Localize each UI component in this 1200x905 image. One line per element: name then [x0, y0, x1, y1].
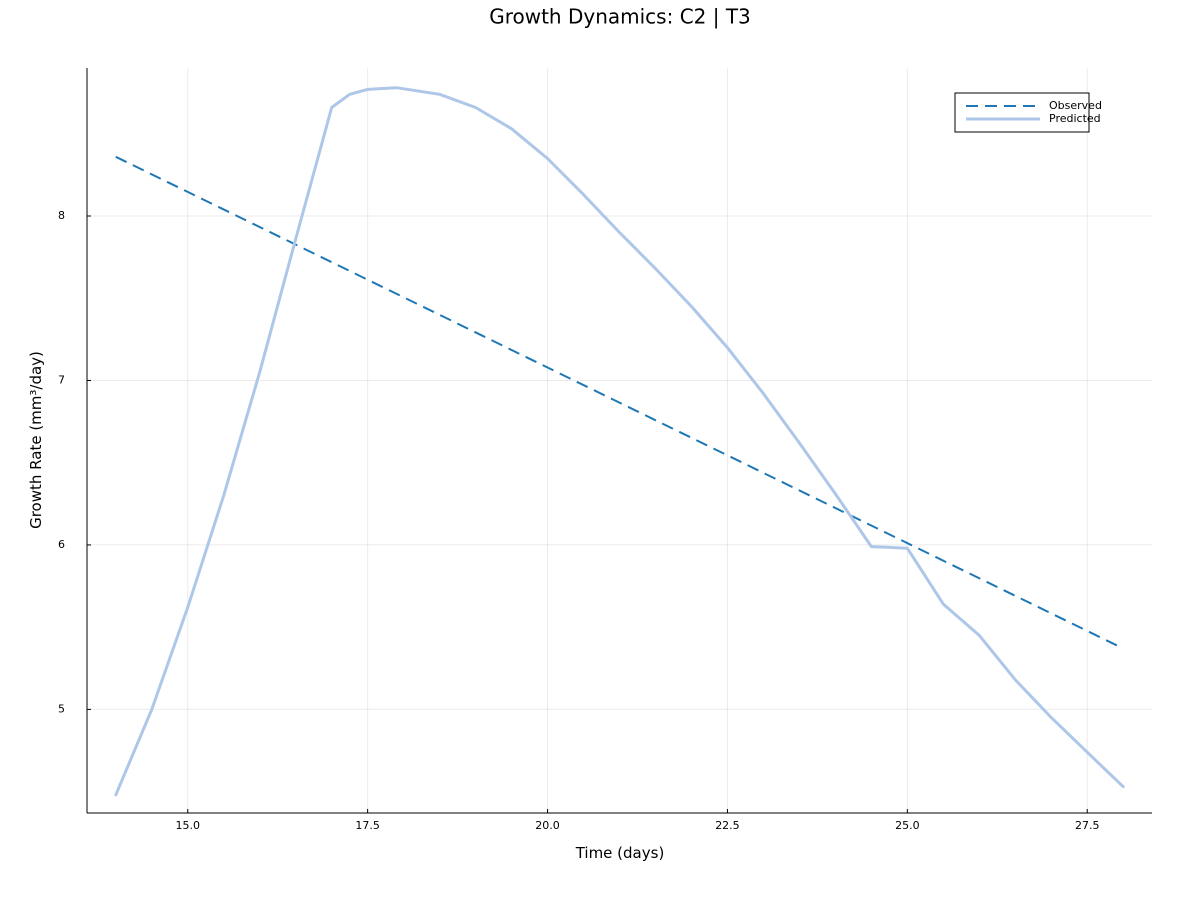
y-tick-label: 8	[58, 209, 65, 222]
grid-layer	[87, 68, 1152, 813]
y-tick-label: 7	[58, 373, 65, 386]
y-tick-label: 5	[58, 702, 65, 715]
series-layer	[114, 86, 1125, 797]
x-tick-label: 22.5	[715, 819, 740, 832]
x-axis-title: Time (days)	[575, 844, 665, 862]
x-tick-label: 25.0	[895, 819, 920, 832]
x-tick-label: 27.5	[1075, 819, 1100, 832]
chart-title: Growth Dynamics: C2 | T3	[489, 5, 751, 29]
x-tick-label: 17.5	[355, 819, 380, 832]
x-tick-label: 20.0	[535, 819, 560, 832]
x-tick-label: 15.0	[175, 819, 200, 832]
legend-label-predicted: Predicted	[1049, 112, 1101, 125]
legend-box	[954, 92, 1090, 133]
legend: Observed Predicted	[954, 92, 1102, 133]
series-line-predicted	[114, 86, 1125, 797]
ticks-layer: 15.0 17.5 20.0 22.5 25.0 27.5 5 6 7 8	[58, 209, 1099, 832]
legend-label-observed: Observed	[1049, 99, 1102, 112]
axes-layer	[86, 68, 1152, 814]
series-line-observed	[115, 155, 1124, 650]
y-axis-title: Growth Rate (mm³/day)	[27, 351, 45, 529]
y-tick-label: 6	[58, 538, 65, 551]
